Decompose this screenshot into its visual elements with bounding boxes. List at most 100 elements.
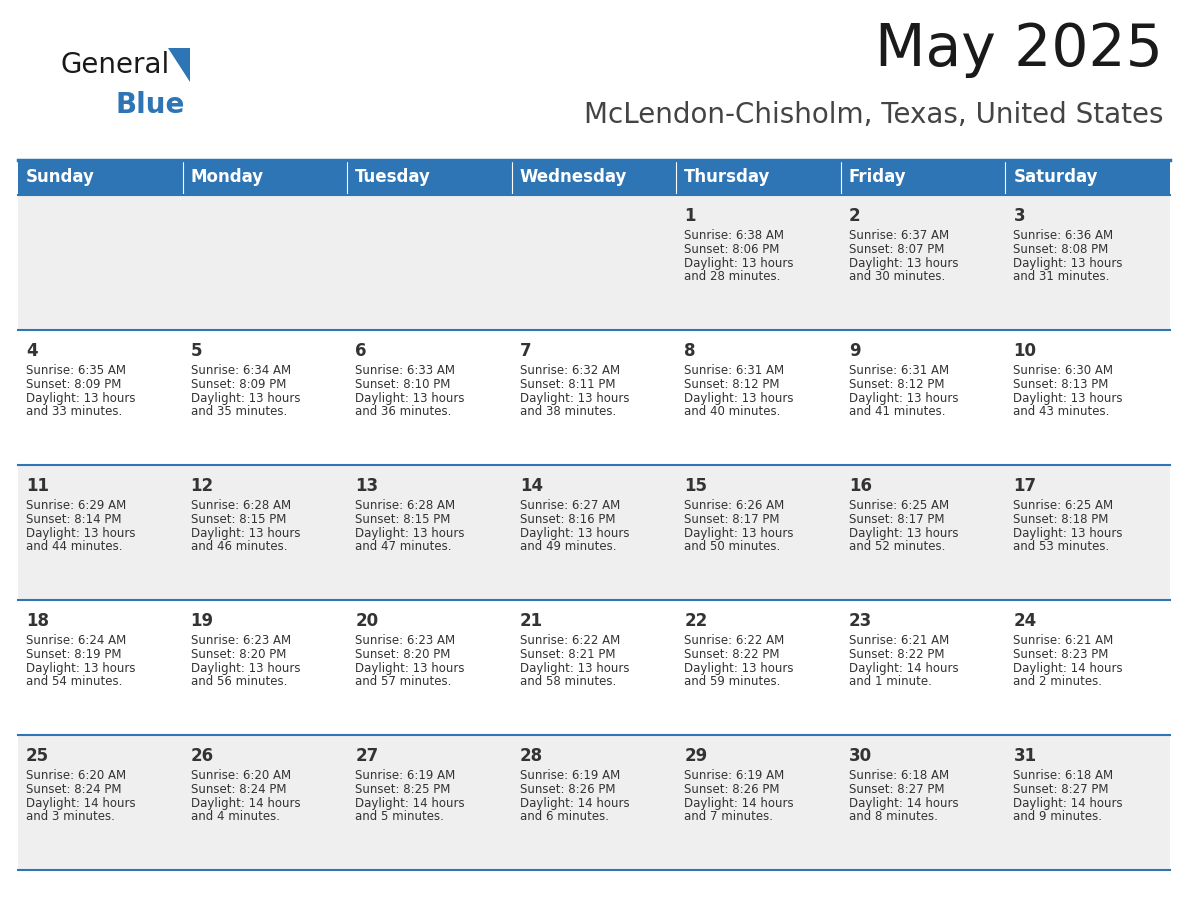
Text: Sunset: 8:21 PM: Sunset: 8:21 PM bbox=[519, 648, 615, 661]
Text: 13: 13 bbox=[355, 477, 378, 495]
Text: Sunset: 8:19 PM: Sunset: 8:19 PM bbox=[26, 648, 121, 661]
Text: Sunset: 8:23 PM: Sunset: 8:23 PM bbox=[1013, 648, 1108, 661]
Bar bbox=[512, 600, 676, 735]
Text: and 35 minutes.: and 35 minutes. bbox=[190, 405, 286, 418]
Text: Sunset: 8:26 PM: Sunset: 8:26 PM bbox=[684, 783, 779, 796]
Text: Monday: Monday bbox=[190, 169, 264, 186]
Text: and 54 minutes.: and 54 minutes. bbox=[26, 675, 122, 688]
Text: Daylight: 13 hours: Daylight: 13 hours bbox=[519, 392, 630, 405]
Text: and 41 minutes.: and 41 minutes. bbox=[849, 405, 946, 418]
Bar bbox=[841, 465, 1005, 600]
Text: Sunrise: 6:28 AM: Sunrise: 6:28 AM bbox=[190, 499, 291, 512]
Text: and 47 minutes.: and 47 minutes. bbox=[355, 540, 451, 553]
Text: and 5 minutes.: and 5 minutes. bbox=[355, 810, 444, 823]
Text: 27: 27 bbox=[355, 747, 379, 765]
Text: 22: 22 bbox=[684, 612, 708, 630]
Text: Daylight: 14 hours: Daylight: 14 hours bbox=[190, 797, 301, 810]
Bar bbox=[183, 465, 347, 600]
Text: Sunrise: 6:31 AM: Sunrise: 6:31 AM bbox=[684, 364, 784, 377]
Text: and 9 minutes.: and 9 minutes. bbox=[1013, 810, 1102, 823]
Text: Daylight: 14 hours: Daylight: 14 hours bbox=[1013, 662, 1123, 675]
Bar bbox=[183, 195, 347, 330]
Bar bbox=[347, 160, 512, 195]
Bar bbox=[1005, 600, 1170, 735]
Text: Daylight: 13 hours: Daylight: 13 hours bbox=[190, 527, 301, 540]
Text: Daylight: 13 hours: Daylight: 13 hours bbox=[1013, 257, 1123, 270]
Text: May 2025: May 2025 bbox=[876, 21, 1163, 79]
Text: Daylight: 13 hours: Daylight: 13 hours bbox=[26, 392, 135, 405]
Text: 9: 9 bbox=[849, 342, 860, 360]
Bar bbox=[676, 330, 841, 465]
Text: and 43 minutes.: and 43 minutes. bbox=[1013, 405, 1110, 418]
Text: Sunset: 8:20 PM: Sunset: 8:20 PM bbox=[190, 648, 286, 661]
Text: Sunrise: 6:20 AM: Sunrise: 6:20 AM bbox=[190, 769, 291, 782]
Text: 8: 8 bbox=[684, 342, 696, 360]
Text: 30: 30 bbox=[849, 747, 872, 765]
Text: Sunrise: 6:21 AM: Sunrise: 6:21 AM bbox=[849, 634, 949, 647]
Text: Daylight: 13 hours: Daylight: 13 hours bbox=[684, 257, 794, 270]
Text: Sunday: Sunday bbox=[26, 169, 95, 186]
Text: 29: 29 bbox=[684, 747, 708, 765]
Text: Friday: Friday bbox=[849, 169, 906, 186]
Text: Sunrise: 6:18 AM: Sunrise: 6:18 AM bbox=[849, 769, 949, 782]
Text: Thursday: Thursday bbox=[684, 169, 771, 186]
Bar bbox=[347, 195, 512, 330]
Text: Daylight: 13 hours: Daylight: 13 hours bbox=[355, 527, 465, 540]
Text: and 1 minute.: and 1 minute. bbox=[849, 675, 931, 688]
Text: and 50 minutes.: and 50 minutes. bbox=[684, 540, 781, 553]
Text: Sunset: 8:15 PM: Sunset: 8:15 PM bbox=[190, 513, 286, 526]
Text: Sunrise: 6:29 AM: Sunrise: 6:29 AM bbox=[26, 499, 126, 512]
Text: Daylight: 13 hours: Daylight: 13 hours bbox=[849, 392, 959, 405]
Text: Saturday: Saturday bbox=[1013, 169, 1098, 186]
Text: 5: 5 bbox=[190, 342, 202, 360]
Text: and 44 minutes.: and 44 minutes. bbox=[26, 540, 122, 553]
Text: Sunrise: 6:25 AM: Sunrise: 6:25 AM bbox=[849, 499, 949, 512]
Text: Sunrise: 6:34 AM: Sunrise: 6:34 AM bbox=[190, 364, 291, 377]
Text: and 2 minutes.: and 2 minutes. bbox=[1013, 675, 1102, 688]
Bar bbox=[18, 195, 183, 330]
Bar bbox=[512, 465, 676, 600]
Text: McLendon-Chisholm, Texas, United States: McLendon-Chisholm, Texas, United States bbox=[583, 101, 1163, 129]
Text: Sunset: 8:12 PM: Sunset: 8:12 PM bbox=[849, 378, 944, 391]
Text: 25: 25 bbox=[26, 747, 49, 765]
Bar bbox=[18, 735, 183, 870]
Text: and 3 minutes.: and 3 minutes. bbox=[26, 810, 115, 823]
Bar bbox=[512, 160, 676, 195]
Text: Daylight: 13 hours: Daylight: 13 hours bbox=[684, 527, 794, 540]
Text: Sunrise: 6:30 AM: Sunrise: 6:30 AM bbox=[1013, 364, 1113, 377]
Text: Daylight: 13 hours: Daylight: 13 hours bbox=[355, 662, 465, 675]
Text: Sunrise: 6:26 AM: Sunrise: 6:26 AM bbox=[684, 499, 784, 512]
Text: and 30 minutes.: and 30 minutes. bbox=[849, 270, 946, 283]
Text: Sunrise: 6:22 AM: Sunrise: 6:22 AM bbox=[684, 634, 784, 647]
Bar bbox=[676, 195, 841, 330]
Bar bbox=[347, 330, 512, 465]
Text: and 56 minutes.: and 56 minutes. bbox=[190, 675, 287, 688]
Text: and 49 minutes.: and 49 minutes. bbox=[519, 540, 617, 553]
Text: Daylight: 13 hours: Daylight: 13 hours bbox=[519, 527, 630, 540]
Text: Sunrise: 6:21 AM: Sunrise: 6:21 AM bbox=[1013, 634, 1113, 647]
Text: Daylight: 13 hours: Daylight: 13 hours bbox=[684, 662, 794, 675]
Text: Sunset: 8:26 PM: Sunset: 8:26 PM bbox=[519, 783, 615, 796]
Text: Sunset: 8:24 PM: Sunset: 8:24 PM bbox=[190, 783, 286, 796]
Text: 17: 17 bbox=[1013, 477, 1037, 495]
Text: and 53 minutes.: and 53 minutes. bbox=[1013, 540, 1110, 553]
Text: Sunset: 8:22 PM: Sunset: 8:22 PM bbox=[684, 648, 779, 661]
Bar bbox=[841, 160, 1005, 195]
Bar bbox=[512, 735, 676, 870]
Text: Daylight: 14 hours: Daylight: 14 hours bbox=[684, 797, 794, 810]
Bar bbox=[512, 330, 676, 465]
Text: and 4 minutes.: and 4 minutes. bbox=[190, 810, 279, 823]
Bar bbox=[1005, 735, 1170, 870]
Bar bbox=[1005, 330, 1170, 465]
Bar bbox=[18, 160, 183, 195]
Text: Sunset: 8:27 PM: Sunset: 8:27 PM bbox=[849, 783, 944, 796]
Text: Sunset: 8:17 PM: Sunset: 8:17 PM bbox=[684, 513, 779, 526]
Text: Daylight: 13 hours: Daylight: 13 hours bbox=[26, 662, 135, 675]
Bar bbox=[1005, 195, 1170, 330]
Text: Daylight: 14 hours: Daylight: 14 hours bbox=[849, 662, 959, 675]
Bar bbox=[183, 160, 347, 195]
Text: and 57 minutes.: and 57 minutes. bbox=[355, 675, 451, 688]
Bar bbox=[676, 600, 841, 735]
Text: Daylight: 13 hours: Daylight: 13 hours bbox=[190, 392, 301, 405]
Text: and 46 minutes.: and 46 minutes. bbox=[190, 540, 287, 553]
